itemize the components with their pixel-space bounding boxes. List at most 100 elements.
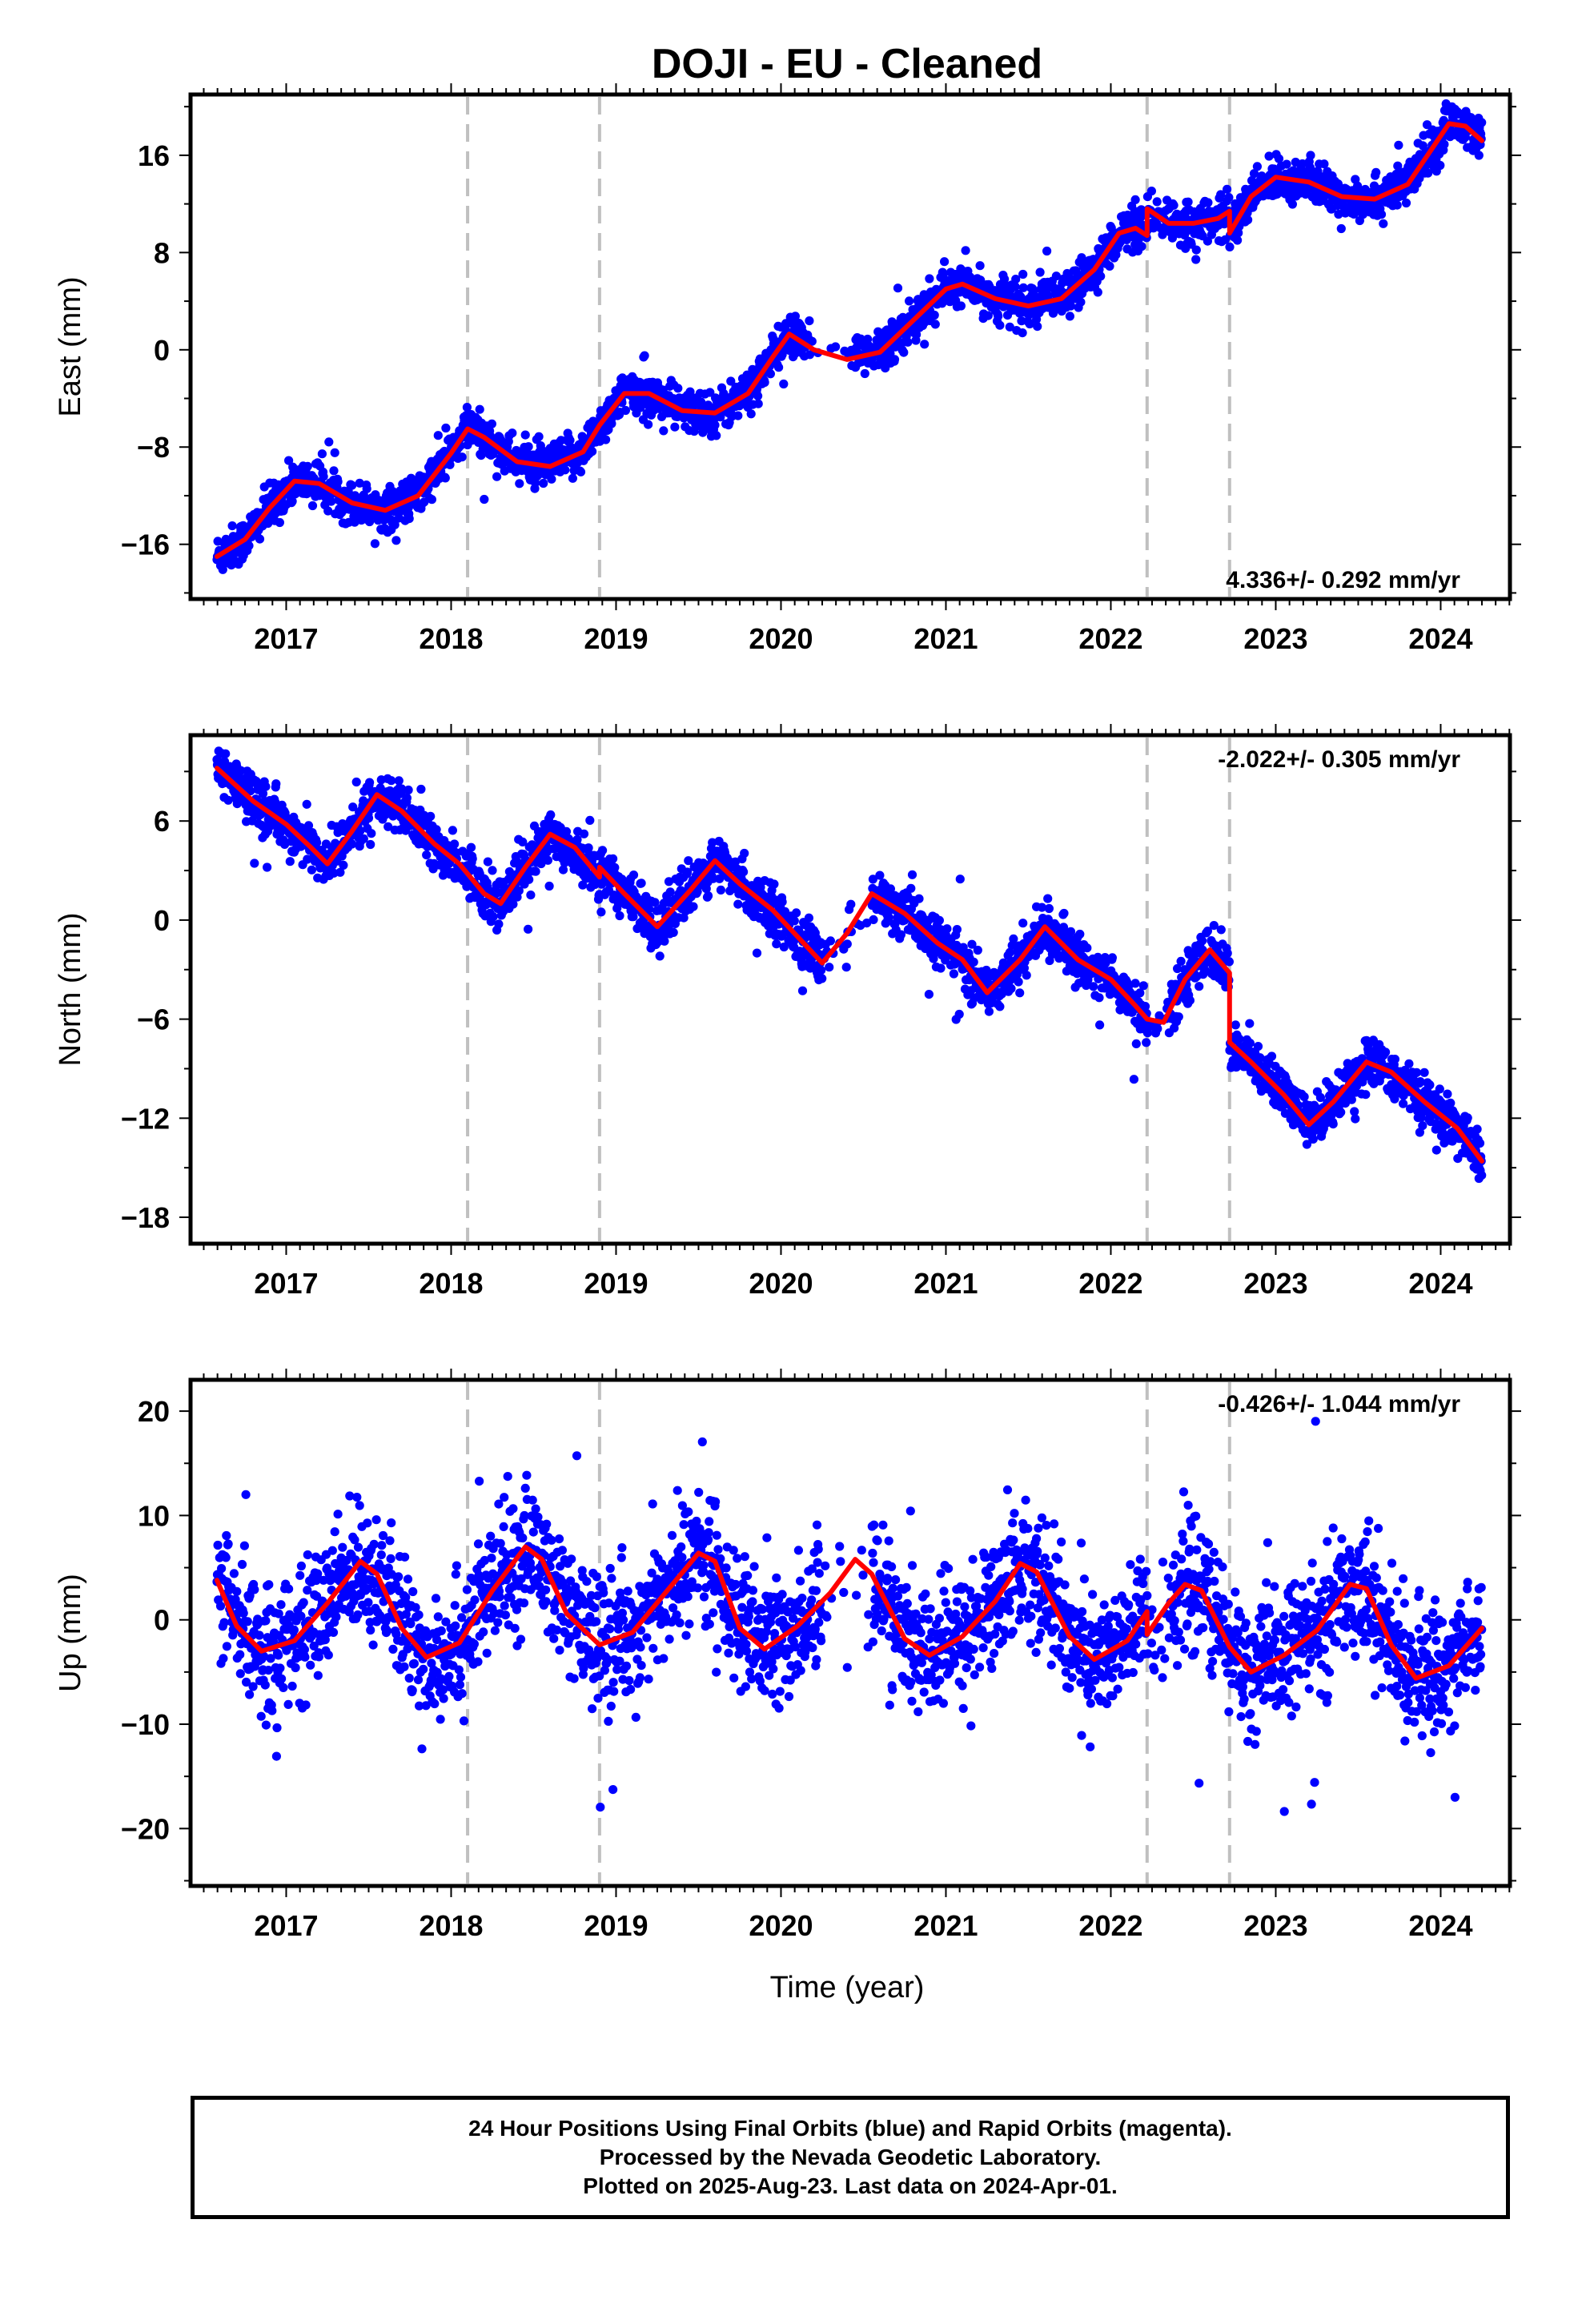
y-tick-label: 0	[154, 334, 170, 367]
data-point	[1243, 215, 1253, 225]
data-point	[1146, 187, 1156, 196]
data-point	[1018, 328, 1027, 338]
data-point	[961, 246, 970, 255]
data-point	[760, 377, 769, 388]
data-point	[524, 442, 533, 452]
data-point	[585, 815, 595, 825]
data-point	[956, 301, 966, 311]
data-point	[670, 422, 680, 432]
data-point	[1191, 245, 1201, 255]
data-point	[480, 494, 489, 505]
data-point	[466, 842, 476, 852]
data-point	[483, 857, 493, 866]
data-point	[1089, 982, 1098, 991]
chart-title: DOJI - EU - Cleaned	[652, 41, 1042, 87]
data-point	[524, 875, 534, 884]
data-point	[1394, 140, 1403, 150]
data-point	[402, 793, 412, 803]
data-point	[831, 342, 841, 352]
data-point	[777, 897, 787, 907]
data-point	[317, 449, 327, 459]
data-point	[1474, 151, 1484, 160]
data-point	[1169, 200, 1178, 210]
data-point	[869, 915, 878, 924]
data-point	[1130, 195, 1140, 204]
data-point	[889, 355, 900, 364]
data-point	[610, 862, 620, 872]
data-point	[925, 274, 934, 283]
data-point	[468, 854, 477, 863]
data-point	[1015, 988, 1025, 998]
data-point	[488, 912, 498, 922]
data-point	[462, 403, 472, 412]
data-point	[330, 448, 339, 457]
data-point	[860, 368, 869, 379]
data-point	[1129, 1075, 1138, 1084]
data-point	[1191, 255, 1201, 264]
data-point	[733, 899, 743, 909]
data-point	[1225, 242, 1235, 251]
data-point	[1018, 919, 1028, 928]
y-tick-label: 16	[138, 139, 170, 172]
data-point	[1224, 193, 1234, 203]
x-tick-label: 2023	[1243, 622, 1307, 655]
data-point	[893, 283, 903, 293]
data-point	[1174, 1012, 1183, 1022]
data-point	[1435, 160, 1445, 171]
data-point	[1138, 981, 1148, 991]
data-point	[1035, 267, 1045, 277]
data-point	[261, 782, 271, 791]
x-tick-label: 2021	[913, 622, 978, 655]
data-point	[716, 885, 726, 895]
data-point	[1198, 936, 1207, 946]
data-point	[769, 879, 779, 889]
data-point	[287, 497, 297, 506]
data-point	[339, 860, 348, 870]
data-point	[347, 480, 357, 490]
data-point	[774, 363, 784, 372]
data-point	[936, 963, 946, 973]
data-point	[817, 974, 827, 983]
data-point	[440, 473, 450, 483]
data-point	[1082, 943, 1092, 953]
data-point	[576, 467, 586, 476]
data-point	[596, 907, 606, 917]
data-point	[969, 957, 978, 967]
data-point	[907, 870, 917, 879]
data-point	[765, 369, 776, 379]
data-point	[579, 829, 589, 838]
data-point	[608, 854, 618, 863]
data-point	[426, 811, 436, 821]
data-point	[1477, 118, 1487, 127]
data-point	[949, 969, 958, 979]
data-point	[1203, 198, 1213, 207]
x-tick-label: 2020	[749, 622, 813, 655]
data-point	[327, 497, 336, 506]
data-point	[846, 899, 856, 909]
data-point	[984, 1007, 994, 1016]
data-point	[387, 776, 396, 786]
data-point	[804, 913, 814, 923]
data-point	[547, 474, 556, 484]
data-point	[367, 829, 376, 838]
data-point	[1105, 261, 1114, 271]
data-point	[789, 916, 799, 926]
data-point	[475, 404, 484, 414]
data-point	[1042, 246, 1052, 256]
data-point	[1044, 903, 1054, 914]
x-tick-label: 2017	[254, 622, 318, 655]
data-point	[995, 1002, 1005, 1011]
y-tick-label: 8	[154, 236, 170, 269]
data-point	[924, 990, 934, 999]
data-point	[1282, 159, 1291, 169]
data-point	[263, 862, 272, 872]
data-point	[508, 428, 517, 438]
data-point	[1401, 198, 1411, 208]
x-tick-label: 2024	[1408, 622, 1472, 655]
data-point	[994, 312, 1003, 321]
data-point	[975, 261, 985, 271]
data-point	[1376, 210, 1387, 219]
data-point	[271, 779, 281, 789]
data-point	[710, 420, 720, 430]
